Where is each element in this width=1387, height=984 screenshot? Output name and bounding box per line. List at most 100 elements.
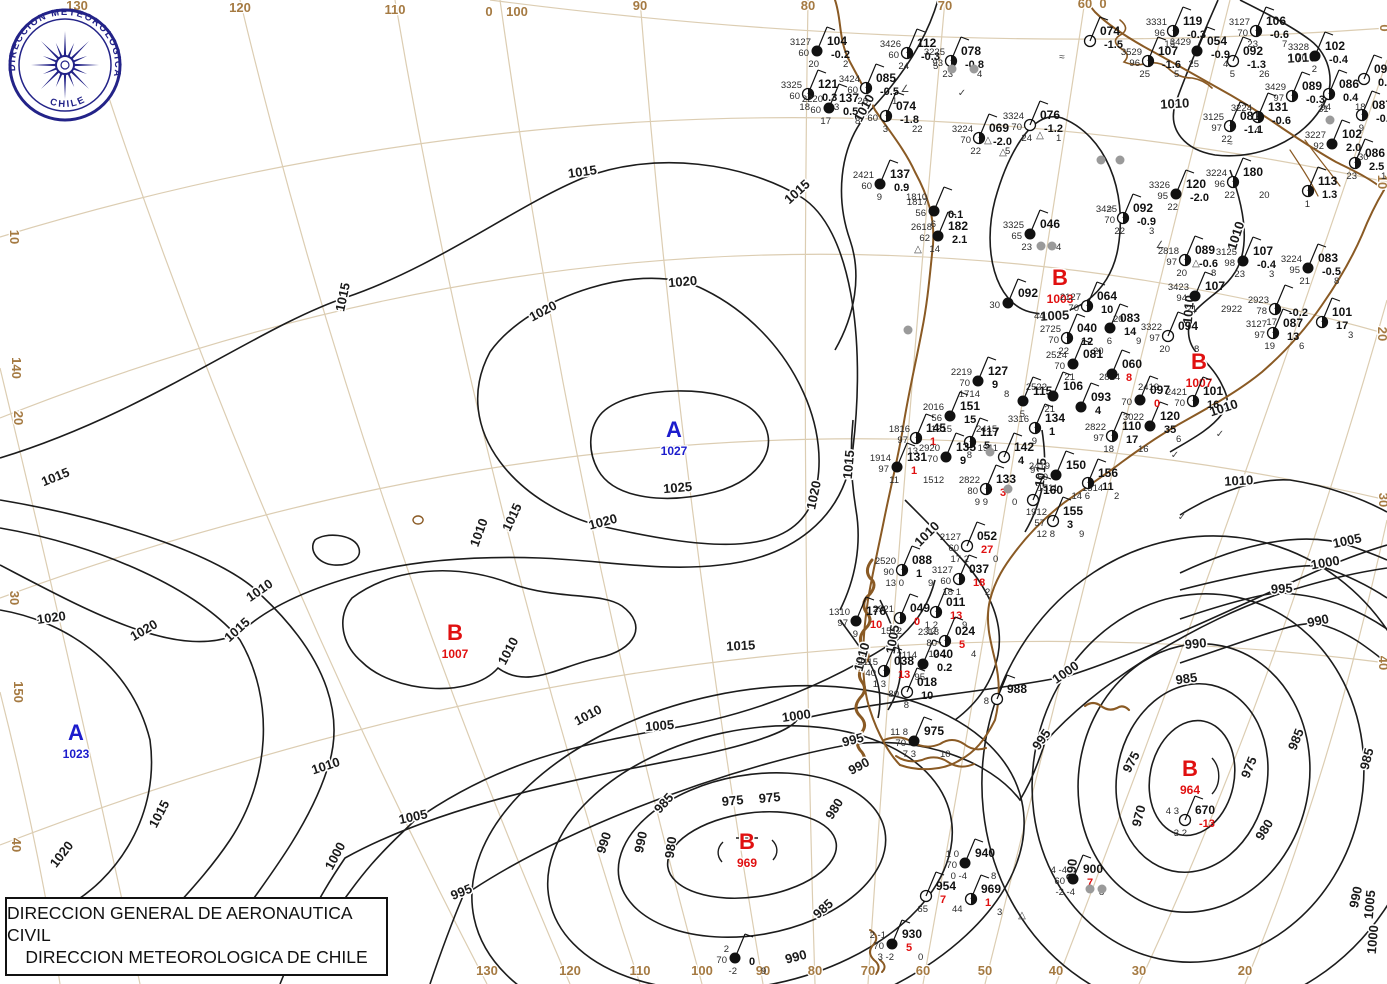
station-aux-number: 60 <box>888 50 899 61</box>
grid-coordinate-label: 50 <box>978 963 992 978</box>
svg-text:A: A <box>666 417 682 442</box>
coastline-path <box>412 515 424 525</box>
station-aux-number: 70 <box>1121 397 1132 408</box>
station-aux-number: 11 8 <box>890 727 908 738</box>
isobar-line <box>981 535 1387 984</box>
grid-coordinate-label: 40 <box>1376 656 1387 670</box>
weather-symbol-icon: ✓ <box>1216 429 1224 440</box>
isobar-value-label: 1020 <box>47 838 77 870</box>
station-aux-number: 20 <box>1259 190 1270 201</box>
station-aux-number: 95 <box>1157 191 1168 202</box>
isobar-line <box>0 499 335 961</box>
station-aux-number: 1512 <box>923 475 944 486</box>
station-aux-number: 3429 <box>1170 37 1191 48</box>
coastline-path <box>1083 701 1131 712</box>
weather-symbol-icon: ≈ <box>1059 52 1065 63</box>
station-value: 4 <box>1095 405 1102 417</box>
station-id: 040 <box>933 647 953 661</box>
station-aux-number: 3225 <box>924 47 945 58</box>
station-aux-number: 97 <box>1149 333 1160 344</box>
gray-dots <box>903 64 1335 894</box>
station-id: 119 <box>1183 14 1203 28</box>
station-aux-number: 1912 <box>1026 507 1047 518</box>
station-aux-number: 23 <box>1247 39 1258 50</box>
station-aux-number: 3 2 <box>1174 828 1187 839</box>
station-id: 176 <box>866 604 886 618</box>
grid-coordinate-label: 100 <box>691 963 713 978</box>
station-aux-number: 2725 <box>1040 324 1061 335</box>
grid-coordinate-label: 150 <box>11 681 26 703</box>
datetime-line: FECHA 09 DIC 2016 HORA 00 UTC <box>64 983 329 984</box>
gray-dot-icon <box>1085 884 1095 894</box>
station-aux-number: 57 <box>1034 518 1045 529</box>
station-id: 135 <box>956 440 976 454</box>
station-aux-number: 11 <box>889 475 899 486</box>
agency-line-2: DIRECCION METEOROLOGICA DE CHILE <box>25 946 368 967</box>
station-value: 17 <box>1336 320 1348 332</box>
station-aux-number: 2421 <box>1166 387 1187 398</box>
station-aux-number: 3331 <box>1146 17 1167 28</box>
station-id: 074 <box>1100 24 1120 38</box>
isobar-line <box>0 527 265 951</box>
station-id: 137 <box>890 167 910 181</box>
grid-coordinate-label: 20 <box>1375 327 1387 341</box>
station-aux-number: 24 <box>898 61 909 72</box>
isobar-line <box>1179 538 1387 574</box>
grid-coordinate-label: 90 <box>633 0 647 13</box>
station-aux-number: 23 <box>1021 242 1032 253</box>
station-aux-number: 20 <box>1176 268 1187 279</box>
pressure-center-a-1027: A 1027 <box>659 416 689 460</box>
station-aux-number: 2127 <box>940 532 961 543</box>
station-aux-number: 21 <box>1186 304 1197 315</box>
station-aux-number: 12 <box>926 626 937 637</box>
station-id: 069 <box>989 121 1009 135</box>
station-aux-number: 94 <box>1320 102 1331 113</box>
station-value: 2.1 <box>952 234 967 246</box>
station-id: 102 <box>1342 127 1362 141</box>
station-id: 145 <box>926 421 946 435</box>
graticule-line <box>76 0 488 984</box>
station-aux-number: 3423 <box>1168 282 1189 293</box>
station-aux-number: 23 <box>1346 171 1357 182</box>
graticule-line <box>0 438 1387 599</box>
station-aux-number: 60 <box>861 181 872 192</box>
isobar-line <box>904 499 1001 721</box>
station-value: 0.3 <box>822 92 837 104</box>
station-aux-number: 7 <box>1282 39 1287 50</box>
station-id: 107 <box>1205 279 1225 293</box>
station-plot: 106 2522 21 <box>1026 371 1083 415</box>
station-id: 011 <box>946 595 966 609</box>
graticule-line <box>0 253 1387 419</box>
station-value: -13 <box>1199 818 1215 830</box>
station-id: 151 <box>960 399 980 413</box>
isobar-value-label: 1015 <box>39 464 71 489</box>
station-value: 16 <box>1207 399 1219 411</box>
station-value: 5 <box>984 440 990 452</box>
station-aux-number: 2421 <box>853 170 874 181</box>
station-aux-number: 22 <box>1167 202 1178 213</box>
station-aux-number: 70 <box>946 860 957 871</box>
station-value: -0.3 <box>1376 113 1387 125</box>
station-aux-number: 70 <box>1011 122 1022 133</box>
station-aux-number: 1511 <box>1038 483 1058 494</box>
gray-dot-icon <box>1097 884 1107 894</box>
station-id: 988 <box>1007 682 1027 696</box>
station-aux-number: 0 <box>1012 497 1017 508</box>
station-aux-number: 2016 <box>923 402 944 413</box>
station-aux-number: 3127 <box>1229 17 1250 28</box>
station-id: 097 <box>1150 383 1170 397</box>
isobar-line <box>477 277 820 546</box>
station-aux-number: 92 <box>1313 141 1324 152</box>
station-aux-number: 60 <box>948 543 959 554</box>
